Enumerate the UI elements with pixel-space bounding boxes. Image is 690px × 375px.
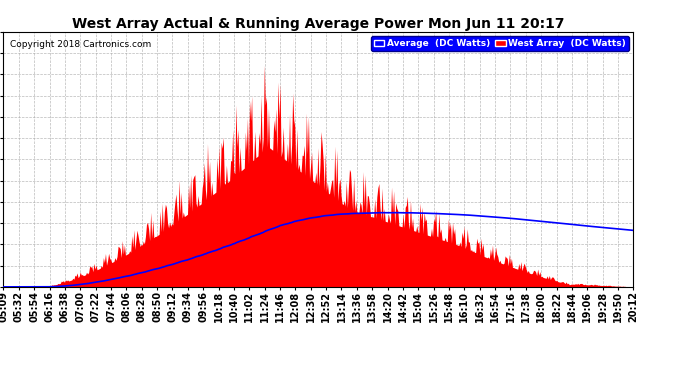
- Text: Copyright 2018 Cartronics.com: Copyright 2018 Cartronics.com: [10, 39, 151, 48]
- Legend: Average  (DC Watts), West Array  (DC Watts): Average (DC Watts), West Array (DC Watts…: [371, 36, 629, 51]
- Title: West Array Actual & Running Average Power Mon Jun 11 20:17: West Array Actual & Running Average Powe…: [72, 17, 564, 31]
